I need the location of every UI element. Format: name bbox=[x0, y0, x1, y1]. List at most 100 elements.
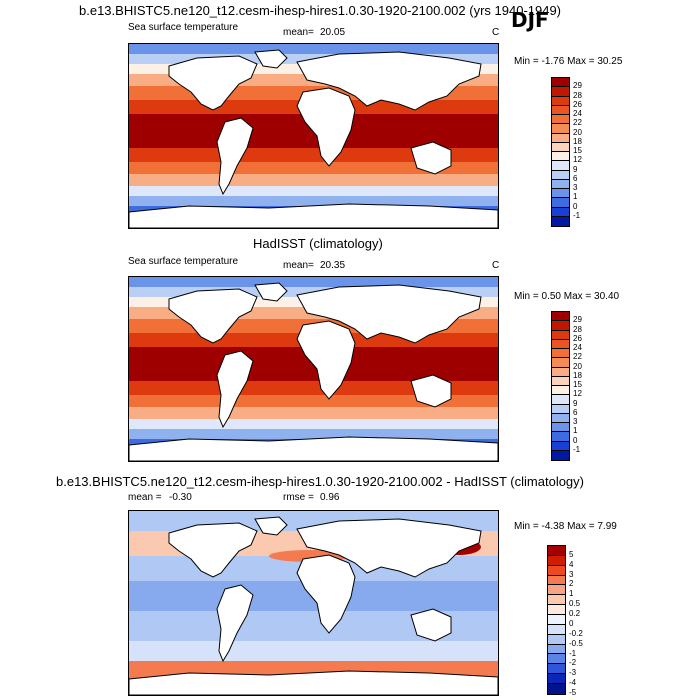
colorbar-tick-label: 2 bbox=[569, 579, 574, 589]
colorbar-swatch bbox=[548, 595, 565, 606]
colorbar-tick-label: 15 bbox=[573, 380, 582, 389]
panel-2-title: HadISST (climatology) bbox=[253, 236, 383, 251]
continent-outline bbox=[168, 522, 258, 578]
sst-band bbox=[129, 44, 498, 54]
colorbar-swatch bbox=[552, 321, 569, 331]
continent-outline bbox=[296, 284, 482, 344]
continent-outline bbox=[168, 288, 258, 344]
colorbar-swatch bbox=[552, 404, 569, 414]
colorbar-tick-label: 3 bbox=[569, 569, 574, 579]
colorbar-tick-label: 0 bbox=[573, 201, 578, 211]
panel-3-title: b.e13.BHISTC5.ne120_t12.cesm-ihesp-hires… bbox=[56, 474, 584, 489]
season-label: DJF bbox=[511, 8, 549, 32]
colorbar-swatch bbox=[552, 170, 569, 180]
continent-outline bbox=[296, 87, 356, 167]
panel-1-variable-label: Sea surface temperature bbox=[128, 22, 239, 33]
colorbar-swatch bbox=[548, 565, 565, 576]
sst-band bbox=[129, 186, 498, 196]
colorbar-tick-label: -5 bbox=[569, 688, 577, 697]
colorbar-swatch bbox=[552, 423, 569, 433]
colorbar-swatch bbox=[552, 124, 569, 134]
colorbar-swatch bbox=[552, 78, 569, 88]
colorbar-swatch bbox=[548, 674, 565, 685]
continent-outline bbox=[129, 203, 498, 228]
panel-3-minmax: Min = -4.38 Max = 7.99 bbox=[514, 521, 617, 532]
sst-band bbox=[129, 641, 498, 661]
colorbar-tick-label: 1 bbox=[573, 192, 578, 202]
panel-2-minmax: Min = 0.50 Max = 30.40 bbox=[514, 291, 620, 302]
panel-2-unit: C bbox=[492, 260, 500, 271]
continent-outline bbox=[129, 670, 498, 695]
panel-2-mean-label: mean= bbox=[283, 260, 314, 271]
colorbar-tick-label: 26 bbox=[573, 99, 582, 109]
continent-outline bbox=[216, 584, 254, 663]
colorbar-swatch bbox=[548, 546, 565, 556]
colorbar-tick-label: 6 bbox=[573, 407, 578, 417]
colorbar-tick-label: 3 bbox=[573, 417, 578, 426]
colorbar-tick-label: 29 bbox=[573, 81, 582, 91]
colorbar-tick-label: -2 bbox=[569, 658, 577, 668]
continent-outline bbox=[254, 49, 288, 69]
colorbar-tick-label: 0 bbox=[569, 618, 574, 628]
continent-outline bbox=[216, 350, 254, 429]
panel-1-colorbar bbox=[551, 77, 570, 227]
colorbar-swatch bbox=[548, 664, 565, 675]
panel-1-mean-value: 20.05 bbox=[320, 27, 346, 38]
panel-3-mean-label: mean = bbox=[128, 492, 162, 503]
colorbar-tick-label: 12 bbox=[573, 155, 582, 165]
colorbar-tick-label: 24 bbox=[573, 109, 582, 118]
panel-3-rmse-value: 0.96 bbox=[320, 492, 340, 503]
colorbar-swatch bbox=[552, 189, 569, 199]
colorbar-tick-label: 3 bbox=[573, 183, 578, 192]
panel-3-map-field bbox=[129, 511, 498, 695]
colorbar-swatch bbox=[548, 585, 565, 596]
colorbar-swatch bbox=[552, 105, 569, 115]
panel-2-map bbox=[128, 276, 499, 462]
colorbar-swatch bbox=[552, 432, 569, 442]
continent-outline bbox=[296, 320, 356, 400]
continent-outline bbox=[216, 117, 254, 196]
colorbar-tick-label: -0.5 bbox=[569, 638, 583, 648]
colorbar-swatch bbox=[552, 349, 569, 359]
colorbar-tick-label: 28 bbox=[573, 90, 582, 100]
continent-outline bbox=[410, 608, 452, 642]
warm-pool bbox=[179, 351, 419, 375]
colorbar-swatch bbox=[552, 395, 569, 405]
continent-outline bbox=[410, 141, 452, 175]
panel-1-map bbox=[128, 43, 499, 229]
panel-1-title: b.e13.BHISTC5.ne120_t12.cesm-ihesp-hires… bbox=[79, 3, 562, 18]
panel-2-mean-value: 20.35 bbox=[320, 260, 346, 271]
colorbar-swatch bbox=[548, 555, 565, 566]
continent-outline bbox=[168, 55, 258, 111]
warm-pool bbox=[179, 118, 419, 142]
colorbar-swatch bbox=[548, 644, 565, 655]
colorbar-tick-label: 6 bbox=[573, 173, 578, 183]
colorbar-swatch bbox=[552, 330, 569, 340]
continent-outline bbox=[254, 516, 288, 536]
panel-1-minmax: Min = -1.76 Max = 30.25 bbox=[514, 56, 623, 67]
colorbar-swatch bbox=[552, 441, 569, 451]
colorbar-swatch bbox=[552, 133, 569, 143]
panel-1-map-field bbox=[129, 44, 498, 228]
colorbar-tick-label: 20 bbox=[573, 361, 582, 371]
sst-band bbox=[129, 419, 498, 429]
panel-3-map bbox=[128, 510, 499, 696]
panel-2-colorbar bbox=[551, 311, 570, 461]
colorbar-tick-label: 9 bbox=[573, 398, 578, 408]
sst-band bbox=[129, 277, 498, 287]
colorbar-tick-label: -3 bbox=[569, 668, 577, 678]
colorbar-tick-label: 5 bbox=[569, 549, 574, 559]
colorbar-tick-label: -1 bbox=[569, 648, 577, 658]
colorbar-tick-label: -1 bbox=[573, 210, 581, 220]
colorbar-tick-label: 9 bbox=[573, 164, 578, 174]
colorbar-swatch bbox=[552, 367, 569, 377]
colorbar-swatch bbox=[548, 575, 565, 586]
colorbar-tick-label: 24 bbox=[573, 343, 582, 352]
colorbar-swatch bbox=[548, 605, 565, 616]
colorbar-tick-label: 18 bbox=[573, 136, 582, 146]
colorbar-swatch bbox=[552, 312, 569, 322]
colorbar-swatch bbox=[552, 179, 569, 189]
colorbar-tick-label: 18 bbox=[573, 370, 582, 380]
panel-1-mean-label: mean= bbox=[283, 27, 314, 38]
colorbar-tick-label: 26 bbox=[573, 333, 582, 343]
